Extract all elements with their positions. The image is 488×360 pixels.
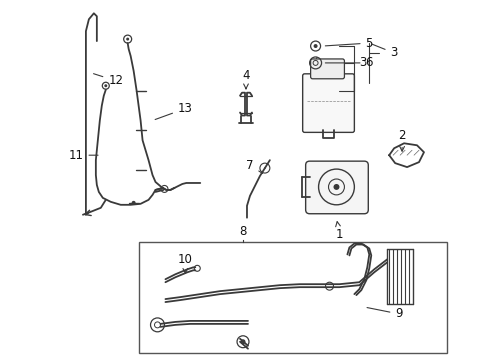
- Circle shape: [333, 184, 339, 190]
- FancyBboxPatch shape: [302, 74, 354, 132]
- Text: 6: 6: [325, 57, 372, 69]
- Text: 13: 13: [155, 102, 192, 120]
- Circle shape: [240, 339, 245, 344]
- Circle shape: [126, 37, 129, 41]
- Circle shape: [104, 84, 107, 87]
- FancyBboxPatch shape: [310, 59, 344, 79]
- Bar: [138, 242, 446, 353]
- Text: 3: 3: [359, 57, 366, 69]
- Text: 7: 7: [246, 159, 262, 174]
- Text: 8: 8: [239, 225, 246, 238]
- Text: 10: 10: [178, 253, 192, 273]
- FancyBboxPatch shape: [305, 161, 367, 214]
- Text: 3: 3: [371, 44, 397, 59]
- Circle shape: [313, 44, 317, 48]
- Text: 9: 9: [366, 307, 402, 320]
- Text: 2: 2: [398, 129, 405, 151]
- Text: 11: 11: [68, 149, 98, 162]
- Circle shape: [131, 201, 135, 205]
- Text: 4: 4: [242, 69, 249, 89]
- Text: 12: 12: [93, 74, 123, 87]
- Text: 5: 5: [325, 37, 372, 50]
- Text: 1: 1: [335, 222, 343, 241]
